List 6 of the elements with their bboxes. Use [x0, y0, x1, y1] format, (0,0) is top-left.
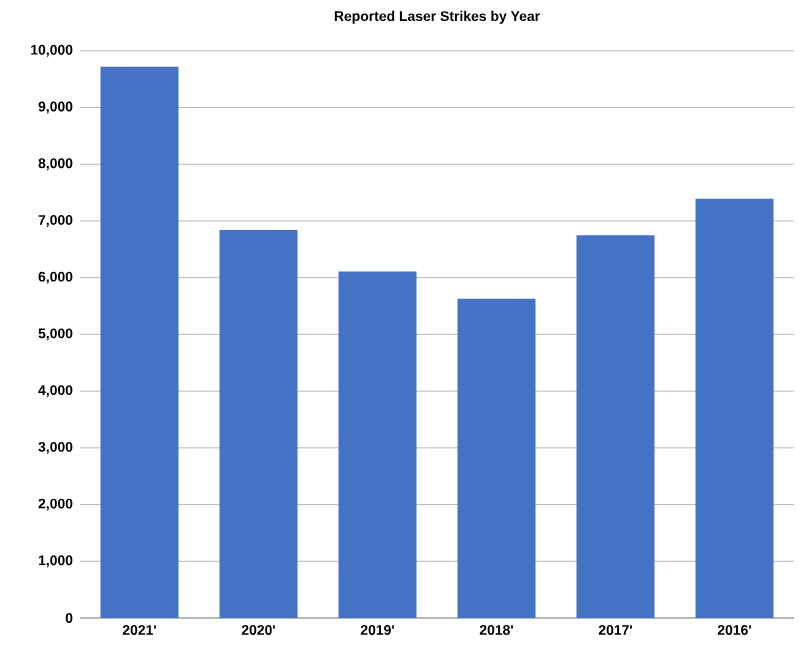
- bar: [695, 198, 774, 618]
- bar: [100, 66, 179, 618]
- bar: [576, 235, 655, 618]
- bar: [219, 230, 298, 618]
- bar: [338, 271, 417, 618]
- bar: [457, 298, 536, 618]
